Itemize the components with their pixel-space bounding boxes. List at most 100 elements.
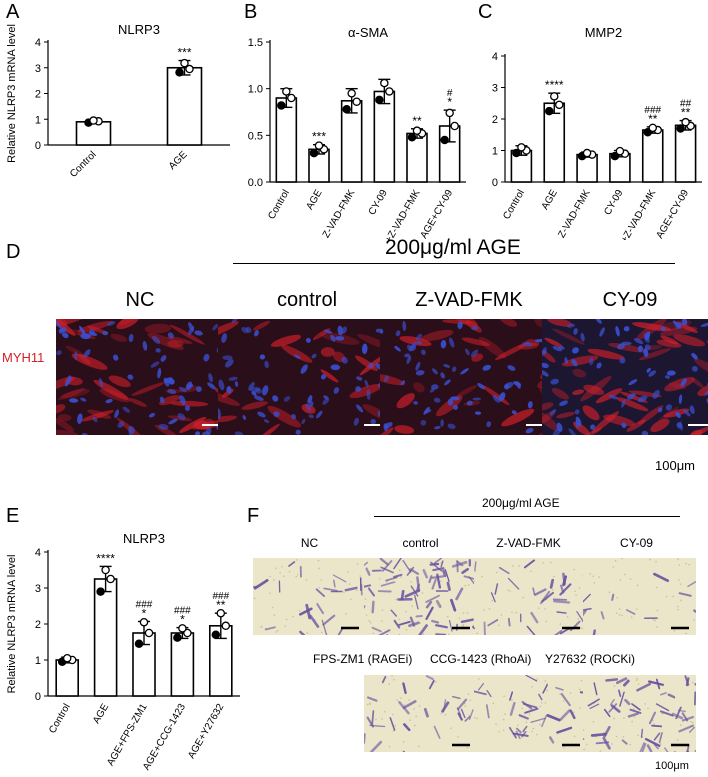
migrated-cell — [440, 560, 444, 568]
migrated-cell — [425, 606, 434, 621]
membrane-pore — [566, 616, 569, 618]
migrated-cell — [583, 609, 587, 617]
nucleus — [128, 429, 134, 435]
migrated-cell — [371, 600, 375, 614]
migrated-cell — [264, 626, 276, 631]
nucleus — [205, 427, 212, 435]
migrated-cell — [515, 730, 521, 740]
myh11-stain — [461, 337, 490, 347]
nucleus — [665, 404, 672, 411]
membrane-pore — [466, 746, 469, 749]
nucleus — [621, 399, 626, 408]
membrane-pore — [369, 621, 372, 624]
myh11-stain — [660, 335, 679, 345]
nucleus — [507, 365, 516, 371]
nucleus — [60, 327, 67, 333]
nucleus — [264, 360, 269, 369]
membrane-pore — [295, 575, 298, 578]
nucleus — [150, 361, 160, 368]
membrane-pore — [481, 575, 483, 578]
migrated-cell — [369, 740, 383, 752]
nucleus — [440, 372, 445, 379]
membrane-pore — [284, 625, 287, 627]
chart-e-significance-hash: ### — [212, 591, 229, 602]
nucleus — [407, 344, 413, 352]
nucleus — [295, 429, 301, 435]
membrane-pore — [553, 575, 555, 578]
migrated-cell — [593, 682, 598, 696]
nucleus — [432, 368, 438, 375]
migrated-cell — [678, 592, 692, 597]
migrated-cell — [681, 715, 695, 722]
migrated-cell — [542, 684, 548, 694]
migrated-cell — [435, 624, 448, 629]
nucleus — [413, 401, 419, 405]
chart-e-ytick-label: 0 — [35, 691, 41, 703]
nucleus — [122, 406, 131, 413]
nucleus — [672, 320, 682, 329]
membrane-pore — [398, 618, 401, 621]
migrated-cell — [253, 579, 269, 590]
membrane-pore — [458, 617, 461, 620]
membrane-pore — [405, 610, 408, 613]
membrane-pore — [504, 713, 506, 716]
nucleus — [355, 386, 361, 392]
myh11-stain — [349, 383, 383, 399]
f-col-label-cy09: CY-09 — [620, 536, 653, 550]
nucleus — [337, 325, 343, 336]
membrane-pore — [359, 575, 361, 577]
chart-a-bar — [75, 121, 112, 146]
myh11-stain — [320, 347, 335, 357]
membrane-pore — [396, 699, 399, 701]
membrane-pore — [635, 679, 638, 682]
panel-letter-b: B — [244, 1, 258, 23]
membrane-pore — [585, 743, 588, 746]
nucleus — [80, 333, 91, 340]
membrane-pore — [502, 729, 505, 732]
membrane-pore — [624, 573, 626, 576]
bf-image-zvad — [474, 558, 587, 635]
nucleus — [402, 320, 407, 332]
nucleus — [608, 394, 618, 400]
migrated-cell — [625, 609, 636, 615]
panel-letter-f: F — [247, 505, 260, 527]
nucleus — [470, 349, 479, 358]
migrated-cell — [450, 598, 457, 612]
membrane-pore — [592, 721, 595, 723]
chart-b-data-point — [287, 93, 296, 103]
membrane-pore — [295, 559, 298, 561]
myh11-stain — [547, 319, 573, 327]
nucleus — [465, 348, 470, 356]
chart-b-bar — [373, 90, 396, 183]
chart-e-ytick-label: 3 — [35, 583, 41, 595]
membrane-pore — [415, 715, 417, 718]
membrane-pore — [500, 614, 503, 616]
migrated-cell — [428, 575, 433, 584]
membrane-pore — [418, 745, 420, 748]
nucleus — [660, 326, 666, 332]
chart-e-nlrp3: NLRP3 Relative NLRP3 mRNA level 0 1 2 3 4 Contr… — [6, 531, 240, 773]
bf-background — [583, 558, 696, 635]
nucleus — [67, 375, 72, 382]
chart-c-bar — [543, 102, 566, 183]
membrane-pore — [394, 724, 397, 727]
migrated-cell — [299, 607, 313, 616]
membrane-pore — [413, 708, 415, 710]
migrated-cell — [621, 739, 628, 745]
nucleus — [527, 401, 533, 409]
migrated-cell — [461, 567, 469, 574]
membrane-pore — [381, 620, 383, 622]
bf-background — [474, 675, 587, 752]
migrated-cell — [589, 703, 600, 710]
nucleus — [81, 432, 88, 435]
chart-e-category-label: AGE+CCG-1423 — [141, 702, 188, 773]
chart-c-significance: **** — [545, 78, 564, 92]
myh11-stain — [436, 395, 463, 417]
nucleus — [680, 378, 687, 387]
nucleus — [157, 367, 162, 379]
myh11-stain — [56, 404, 66, 414]
migrated-cell — [532, 587, 536, 596]
membrane-pore — [522, 596, 525, 599]
nucleus — [615, 325, 620, 337]
panel-letter-d: D — [6, 241, 21, 263]
